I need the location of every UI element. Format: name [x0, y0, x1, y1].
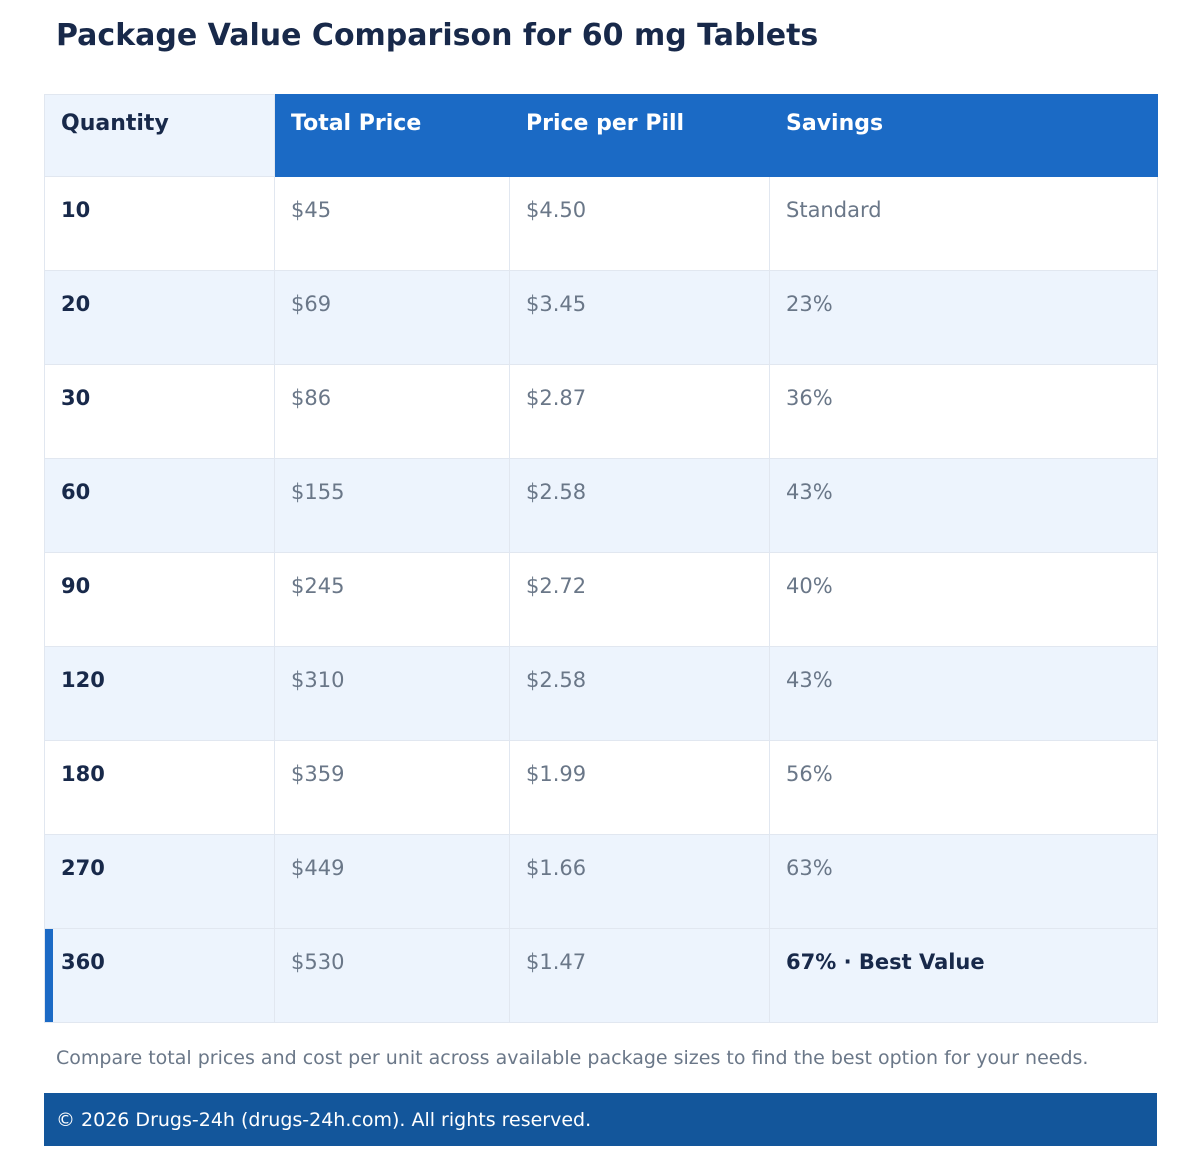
best-value-row: 360 $530 $1.47 67% · Best Value — [44, 928, 1158, 1023]
price-per-pill-cell: $4.50 — [509, 176, 770, 271]
table-row: 120 $310 $2.58 43% — [44, 646, 1158, 741]
total-price-cell: $310 — [274, 646, 510, 741]
savings-cell: Standard — [769, 176, 1158, 271]
savings-cell: 63% — [769, 834, 1158, 929]
quantity-cell: 10 — [44, 176, 275, 271]
savings-cell: 23% — [769, 270, 1158, 365]
price-per-pill-cell: $2.58 — [509, 458, 770, 553]
table-row: 270 $449 $1.66 63% — [44, 834, 1158, 929]
best-value-savings-cell: 67% · Best Value — [769, 928, 1158, 1023]
table-row: 30 $86 $2.87 36% — [44, 364, 1158, 459]
column-header-quantity: Quantity — [44, 94, 275, 177]
quantity-cell: 30 — [44, 364, 275, 459]
column-header-savings: Savings — [769, 94, 1158, 177]
quantity-cell: 180 — [44, 740, 275, 835]
quantity-cell: 360 — [44, 928, 275, 1023]
total-price-cell: $245 — [274, 552, 510, 647]
total-price-cell: $86 — [274, 364, 510, 459]
footer: © 2026 Drugs-24h (drugs-24h.com). All ri… — [44, 1093, 1157, 1146]
savings-cell: 40% — [769, 552, 1158, 647]
total-price-cell: $359 — [274, 740, 510, 835]
comparison-note: Compare total prices and cost per unit a… — [56, 1047, 1089, 1069]
savings-cell: 43% — [769, 458, 1158, 553]
table-row: 20 $69 $3.45 23% — [44, 270, 1158, 365]
package-comparison-table: Quantity Total Price Price per Pill Savi… — [44, 94, 1158, 1023]
quantity-cell: 270 — [44, 834, 275, 929]
savings-cell: 36% — [769, 364, 1158, 459]
table-header-row: Quantity Total Price Price per Pill Savi… — [44, 94, 1158, 177]
quantity-cell: 90 — [44, 552, 275, 647]
total-price-cell: $69 — [274, 270, 510, 365]
column-header-total-price: Total Price — [274, 94, 510, 177]
total-price-cell: $45 — [274, 176, 510, 271]
quantity-cell: 20 — [44, 270, 275, 365]
price-per-pill-cell: $3.45 — [509, 270, 770, 365]
total-price-cell: $530 — [274, 928, 510, 1023]
quantity-cell: 60 — [44, 458, 275, 553]
price-per-pill-cell: $2.58 — [509, 646, 770, 741]
table-row: 180 $359 $1.99 56% — [44, 740, 1158, 835]
savings-cell: 43% — [769, 646, 1158, 741]
total-price-cell: $449 — [274, 834, 510, 929]
price-per-pill-cell: $1.47 — [509, 928, 770, 1023]
copyright-text: © 2026 Drugs-24h (drugs-24h.com). All ri… — [56, 1108, 592, 1131]
price-per-pill-cell: $1.99 — [509, 740, 770, 835]
price-per-pill-cell: $2.87 — [509, 364, 770, 459]
quantity-cell: 120 — [44, 646, 275, 741]
page-title: Package Value Comparison for 60 mg Table… — [56, 18, 819, 53]
table-row: 10 $45 $4.50 Standard — [44, 176, 1158, 271]
table-row: 60 $155 $2.58 43% — [44, 458, 1158, 553]
price-per-pill-cell: $1.66 — [509, 834, 770, 929]
column-header-price-per-pill: Price per Pill — [509, 94, 770, 177]
table-row: 90 $245 $2.72 40% — [44, 552, 1158, 647]
total-price-cell: $155 — [274, 458, 510, 553]
price-per-pill-cell: $2.72 — [509, 552, 770, 647]
savings-cell: 56% — [769, 740, 1158, 835]
